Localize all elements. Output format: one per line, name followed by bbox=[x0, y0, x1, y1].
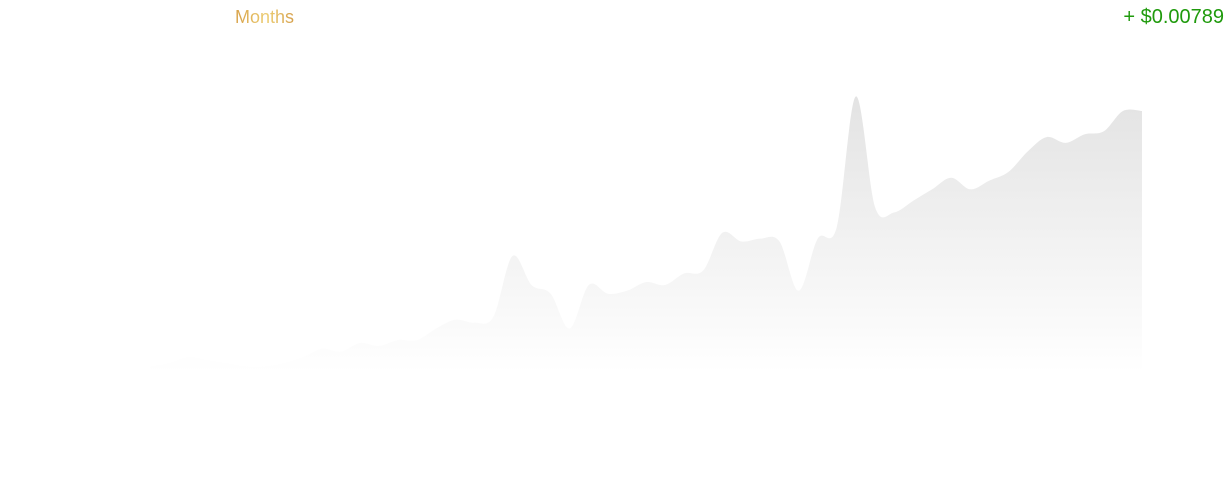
range-selector[interactable]: Months bbox=[235, 7, 295, 27]
data-point bbox=[816, 237, 820, 241]
data-point bbox=[1083, 132, 1087, 136]
data-point bbox=[797, 289, 801, 293]
data-point bbox=[663, 283, 667, 287]
data-point bbox=[930, 187, 934, 191]
data-point bbox=[491, 315, 495, 319]
data-point bbox=[625, 289, 629, 293]
data-point bbox=[968, 187, 972, 191]
data-point bbox=[434, 327, 438, 331]
data-point bbox=[205, 358, 209, 362]
data-point bbox=[892, 211, 896, 215]
data-point bbox=[148, 364, 152, 368]
data-point bbox=[320, 347, 324, 351]
data-point bbox=[682, 271, 686, 275]
data-point bbox=[1026, 150, 1030, 154]
data-point bbox=[224, 361, 228, 365]
data-point bbox=[511, 254, 515, 258]
data-point bbox=[759, 237, 763, 241]
data-point bbox=[987, 179, 991, 183]
data-point bbox=[1045, 135, 1049, 139]
data-point bbox=[739, 240, 743, 244]
data-point bbox=[530, 283, 534, 287]
data-point bbox=[1007, 170, 1011, 174]
data-point bbox=[1102, 129, 1106, 133]
data-point bbox=[167, 361, 171, 365]
data-point bbox=[949, 176, 953, 180]
data-point bbox=[587, 283, 591, 287]
data-point bbox=[358, 341, 362, 345]
data-point bbox=[606, 292, 610, 296]
data-point bbox=[186, 356, 190, 360]
data-point bbox=[701, 269, 705, 273]
data-point bbox=[549, 292, 553, 296]
data-point bbox=[263, 364, 267, 368]
data-point bbox=[282, 361, 286, 365]
data-point bbox=[911, 199, 915, 203]
data-point bbox=[472, 321, 476, 325]
data-point bbox=[720, 231, 724, 235]
data-point bbox=[854, 95, 858, 99]
data-point bbox=[644, 280, 648, 284]
price-change-label: + $0.00789 bbox=[1123, 6, 1224, 28]
data-point bbox=[396, 338, 400, 342]
data-point bbox=[377, 344, 381, 348]
data-point bbox=[568, 327, 572, 331]
data-point bbox=[835, 225, 839, 229]
area-series bbox=[150, 96, 1142, 372]
data-point bbox=[415, 338, 419, 342]
data-point bbox=[301, 356, 305, 360]
data-point bbox=[873, 205, 877, 209]
data-point bbox=[453, 318, 457, 322]
data-point bbox=[243, 364, 247, 368]
data-point bbox=[1064, 141, 1068, 145]
data-point bbox=[778, 240, 782, 244]
data-point bbox=[1121, 109, 1125, 113]
data-point bbox=[1140, 109, 1144, 113]
data-point bbox=[339, 350, 343, 354]
